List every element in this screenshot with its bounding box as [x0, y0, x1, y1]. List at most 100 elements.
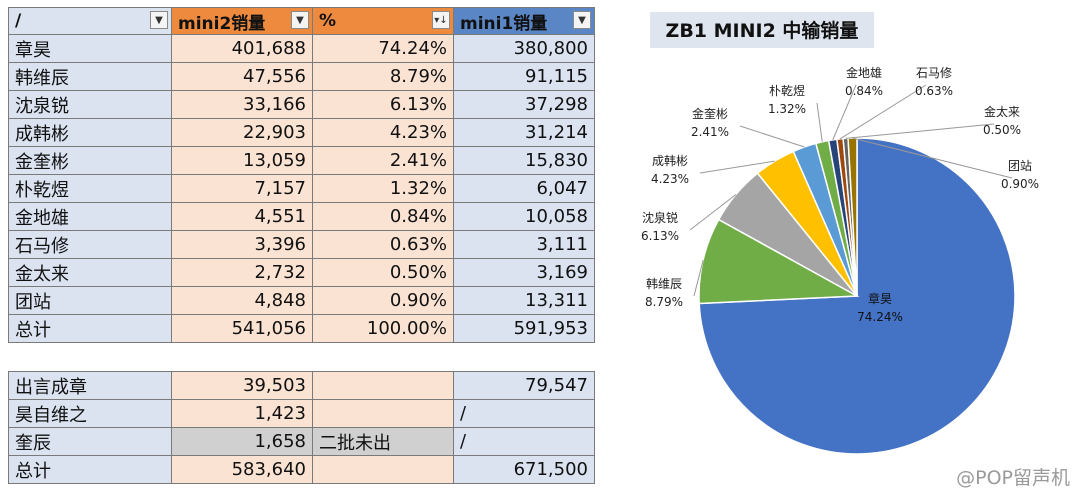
- percent-cell: 0.90%: [312, 286, 454, 315]
- watermark: @POP留声机: [956, 467, 1070, 489]
- slice-percent-label: 74.24%: [857, 310, 903, 324]
- version-name-cell: 出言成章: [8, 371, 172, 400]
- mini2-sales-cell: 3,396: [171, 230, 313, 259]
- mini1-sales-cell: 6,047: [453, 174, 595, 203]
- note-cell: [312, 455, 454, 484]
- slice-percent-label: 2.41%: [691, 125, 729, 139]
- slice-percent-label: 1.32%: [768, 102, 806, 116]
- leader-line: [832, 84, 857, 141]
- percent-cell: 1.32%: [312, 174, 454, 203]
- percent-cell: 100.00%: [312, 314, 454, 343]
- header-mini2: mini2销量 ▼: [171, 7, 313, 35]
- leader-line: [693, 260, 704, 297]
- table-row: 沈泉锐 33,166 6.13% 37,298: [8, 90, 595, 119]
- mini2-sales-cell: 22,903: [171, 118, 313, 147]
- mini1-sales-cell: 3,111: [453, 230, 595, 259]
- percent-cell: 0.63%: [312, 230, 454, 259]
- table-row: 团站 4,848 0.90% 13,311: [8, 286, 595, 315]
- album-versions-table: 出言成章 39,503 79,547 昊自维之 1,423/奎辰 1,658 二批未出 / 总计…: [8, 371, 595, 484]
- mini1-sales-cell: 79,547: [453, 371, 595, 400]
- table-row: 章昊 401,688 74.24% 380,800: [8, 34, 595, 63]
- mini2-sales-cell: 7,157: [171, 174, 313, 203]
- filter-dropdown-icon[interactable]: ▼: [573, 11, 591, 29]
- percent-cell: 0.50%: [312, 258, 454, 287]
- member-name-cell: 沈泉锐: [8, 90, 172, 119]
- mini1-sales-cell: 591,953: [453, 314, 595, 343]
- percent-cell: 0.84%: [312, 202, 454, 231]
- member-name-cell: 韩维辰: [8, 62, 172, 91]
- table-row: 朴乾煜 7,157 1.32% 6,047: [8, 174, 595, 203]
- member-name-cell: 金太来: [8, 258, 172, 287]
- version-name-cell: 奎辰: [8, 427, 172, 456]
- slice-percent-label: 8.79%: [645, 295, 683, 309]
- version-name-cell: 总计: [8, 455, 172, 484]
- pie-labels: 章昊 74.24% 韩维辰 8.79% 沈泉锐 6.13% 成韩彬 4.23% 金奎彬 2.41%…: [641, 65, 1039, 324]
- member-name-cell: 成韩彬: [8, 118, 172, 147]
- table-row: 昊自维之 1,423 /: [8, 399, 595, 428]
- slice-percent-label: 0.63%: [915, 84, 953, 98]
- pie-chart: ZB1 MINI2 中输销量 章昊 74.24% 韩维辰 8.79% 沈泉锐 6.13% 成…: [641, 12, 1039, 455]
- slice-name-label: 沈泉锐: [642, 210, 678, 225]
- mini2-sales-cell: 39,503: [171, 371, 313, 400]
- slice-percent-label: 0.50%: [983, 123, 1021, 137]
- slice-name-label: 成韩彬: [652, 153, 688, 168]
- table-row: 出言成章 39,503 79,547: [8, 371, 595, 400]
- slice-name-label: 章昊: [868, 291, 892, 306]
- mini1-sales-cell: /: [453, 427, 595, 456]
- mini1-sales-cell: 380,800: [453, 34, 595, 63]
- slice-name-label: 金奎彬: [692, 106, 728, 121]
- mini2-sales-cell: 1,423: [171, 399, 313, 428]
- mini1-sales-cell: 91,115: [453, 62, 595, 91]
- mini1-sales-cell: 15,830: [453, 146, 595, 175]
- slice-percent-label: 0.90%: [1001, 177, 1039, 191]
- slice-percent-label: 6.13%: [641, 229, 679, 243]
- member-name-cell: 金地雄: [8, 202, 172, 231]
- table-header-row: / ▼ mini2销量 ▼ % ▾↓ mini1销量 ▼: [8, 7, 595, 35]
- sales-table: / ▼ mini2销量 ▼ % ▾↓ mini1销量 ▼ 章昊 401,688 74.24%…: [8, 7, 595, 343]
- member-name-cell: 团站: [8, 286, 172, 315]
- mini1-sales-cell: 3,169: [453, 258, 595, 287]
- member-name-cell: 金奎彬: [8, 146, 172, 175]
- mini1-sales-cell: 10,058: [453, 202, 595, 231]
- mini2-sales-cell: 401,688: [171, 34, 313, 63]
- filter-dropdown-icon[interactable]: ▼: [150, 11, 168, 29]
- member-name-cell: 总计: [8, 314, 172, 343]
- pie-leader-lines: [689, 84, 1013, 297]
- leader-line: [839, 84, 927, 140]
- leader-line: [689, 194, 737, 231]
- member-name-cell: 石马修: [8, 230, 172, 259]
- mini2-sales-cell: 541,056: [171, 314, 313, 343]
- version-name-cell: 昊自维之: [8, 399, 172, 428]
- leader-line: [739, 125, 805, 148]
- table-row: 总计 583,640 671,500: [8, 455, 595, 484]
- slice-name-label: 金太来: [984, 104, 1020, 119]
- table-row: 成韩彬 22,903 4.23% 31,214: [8, 118, 595, 147]
- header-mini2-label: mini2销量: [178, 13, 266, 34]
- percent-cell: 74.24%: [312, 34, 454, 63]
- header-mini1: mini1销量 ▼: [453, 7, 595, 35]
- chart-title-box: [650, 12, 874, 48]
- mini2-sales-cell: 1,658: [171, 427, 313, 456]
- mini1-sales-cell: 671,500: [453, 455, 595, 484]
- note-cell: [312, 371, 454, 400]
- slice-name-label: 朴乾煜: [769, 83, 805, 98]
- header-pct-label: %: [319, 11, 337, 31]
- percent-cell: 4.23%: [312, 118, 454, 147]
- percent-cell: 6.13%: [312, 90, 454, 119]
- mini2-sales-cell: 4,551: [171, 202, 313, 231]
- leader-line: [845, 123, 995, 139]
- pie-slices: [698, 137, 1016, 455]
- sort-descending-icon[interactable]: ▾↓: [432, 11, 450, 29]
- note-cell: [312, 399, 454, 428]
- mini2-sales-cell: 583,640: [171, 455, 313, 484]
- note-cell: 二批未出: [312, 427, 454, 456]
- table-row: 奎辰 1,658 二批未出 /: [8, 427, 595, 456]
- slice-percent-label: 4.23%: [651, 172, 689, 186]
- member-name-cell: 章昊: [8, 34, 172, 63]
- table-row: 韩维辰 47,556 8.79% 91,115: [8, 62, 595, 91]
- filter-dropdown-icon[interactable]: ▼: [291, 11, 309, 29]
- leader-line: [699, 160, 775, 174]
- table-row: 总计 541,056 100.00% 591,953: [8, 314, 595, 343]
- mini1-sales-cell: 37,298: [453, 90, 595, 119]
- slice-name-label: 团站: [1008, 159, 1032, 173]
